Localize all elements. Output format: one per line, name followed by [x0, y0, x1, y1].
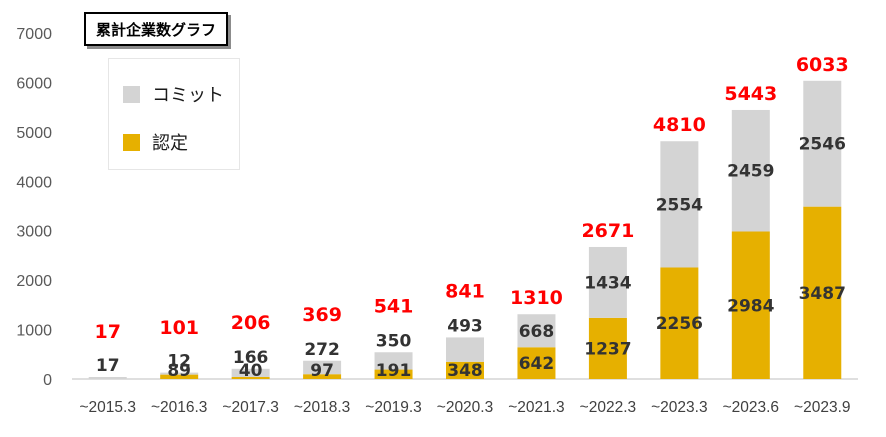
x-tick-label: ~2021.3: [508, 399, 564, 416]
bar-segment-certified: [160, 374, 199, 379]
total-label: 541: [374, 295, 414, 317]
bars: [88, 80, 842, 379]
bar-segment-certified: [374, 369, 413, 379]
y-tick-label: 4000: [16, 174, 52, 191]
total-label: 4810: [653, 114, 706, 136]
x-tick-label: ~2022.3: [580, 399, 636, 416]
bar-segment-commit: [588, 246, 627, 318]
data-label: 2546: [799, 135, 846, 155]
bar-segment-commit: [374, 352, 413, 370]
y-tick-label: 3000: [16, 224, 52, 241]
x-tick-label: ~2023.9: [794, 399, 850, 416]
data-label: 2554: [656, 195, 703, 215]
bar-segment-commit: [803, 80, 842, 207]
bar-segment-certified: [446, 361, 484, 379]
x-tick-label: ~2019.3: [365, 399, 421, 416]
legend-swatch-certified: [123, 133, 140, 151]
data-label: 12: [167, 352, 191, 372]
bar-segment-commit: [303, 360, 342, 375]
bar-segment-commit: [517, 314, 556, 348]
x-tick-label: ~2023.6: [723, 399, 779, 416]
data-label: 1237: [584, 339, 631, 359]
data-label: 668: [519, 322, 555, 342]
bar-segment-commit: [446, 337, 484, 362]
data-label: 272: [304, 340, 340, 360]
data-label: 2984: [727, 296, 774, 316]
y-tick-label: 0: [43, 372, 52, 389]
data-label: 166: [233, 348, 269, 368]
legend-label-certified: 認定: [152, 133, 188, 154]
bar-segment-certified: [231, 377, 270, 379]
x-tick-label: ~2018.3: [294, 399, 350, 416]
total-label: 369: [302, 304, 342, 326]
bar-segment-certified: [303, 374, 342, 379]
y-tick-label: 5000: [16, 125, 52, 142]
x-axis: ~2015.3 ~2016.3 ~2017.3 ~2018.3 ~2019.3 ~2020…: [79, 399, 850, 416]
legend: コミット 認定: [108, 58, 240, 170]
x-tick-label: ~2023.3: [651, 399, 707, 416]
data-label: 350: [376, 331, 412, 351]
x-tick-label: ~2020.3: [437, 399, 493, 416]
total-label: 6033: [796, 54, 849, 76]
x-tick-label: ~2017.3: [222, 399, 278, 416]
legend-label-commit: コミット: [152, 85, 224, 106]
x-tick-label: ~2015.3: [79, 399, 135, 416]
y-tick-label: 1000: [16, 323, 52, 340]
chart-title: 累計企業数グラフ: [84, 12, 229, 46]
legend-item-commit: コミット: [123, 81, 224, 107]
data-label: 1434: [584, 273, 631, 293]
bar-segment-certified: [731, 231, 770, 379]
data-label: 89: [167, 361, 191, 381]
x-tick-label: ~2016.3: [151, 399, 207, 416]
total-label: 101: [159, 317, 199, 339]
bar-segment-certified: [588, 317, 627, 379]
total-label: 2671: [581, 220, 634, 242]
data-label: 348: [447, 361, 483, 381]
data-label: 493: [447, 316, 483, 336]
data-label: 97: [310, 361, 334, 381]
data-label: 191: [376, 361, 412, 381]
data-label: 17: [96, 356, 120, 376]
bar-segment-commit: [731, 109, 770, 232]
data-label: 642: [519, 354, 555, 374]
data-label: 3487: [799, 284, 846, 304]
bar-segment-certified: [517, 347, 556, 379]
data-label: 2459: [727, 162, 774, 182]
y-axis: 0 1000 2000 3000 4000 5000 6000 7000: [16, 26, 52, 389]
bar-segment-commit: [88, 377, 127, 379]
bar-segment-commit: [231, 368, 270, 378]
total-label: 17: [95, 321, 121, 343]
bar-segment-certified: [660, 267, 699, 379]
data-label: 2256: [656, 314, 703, 334]
total-label: 841: [445, 280, 485, 302]
data-label: 40: [239, 361, 263, 381]
total-label: 1310: [510, 287, 563, 309]
y-tick-label: 7000: [16, 26, 52, 43]
total-label: 5443: [724, 83, 777, 105]
total-label: 206: [231, 312, 271, 334]
bar-segment-commit: [160, 372, 199, 375]
y-tick-label: 6000: [16, 75, 52, 92]
legend-item-certified: 認定: [123, 129, 188, 155]
bar-segment-certified: [803, 206, 842, 379]
bar-segment-commit: [660, 141, 699, 268]
y-tick-label: 2000: [16, 273, 52, 290]
legend-swatch-commit: [123, 85, 140, 103]
